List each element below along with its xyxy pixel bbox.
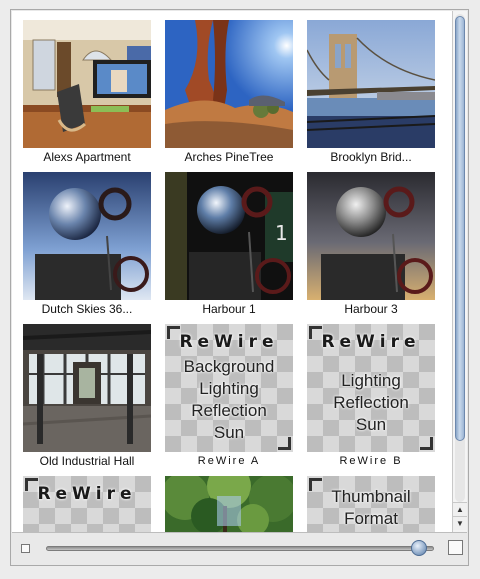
thumbnail-text-line: Lighting — [341, 371, 401, 390]
thumbnail-image-forest-partial — [165, 476, 293, 532]
thumbnail-text-lines: Lighting Reflection Sun — [307, 370, 435, 436]
thumbnail-text-line: Reflection — [191, 401, 267, 420]
rewire-logo: ReWire — [37, 484, 137, 504]
thumbnail-image-harbour-1: 1 — [165, 172, 293, 300]
triangle-up-icon[interactable]: ▲ — [453, 502, 467, 516]
thumbnail-text-line: Lighting — [199, 379, 259, 398]
triangle-down-icon[interactable]: ▼ — [453, 516, 467, 530]
zoom-slider-knob[interactable] — [410, 540, 427, 556]
corner-mark — [25, 478, 38, 491]
thumbnail-caption: Arches PineTree — [184, 150, 274, 164]
thumbnail-text-line: Sun — [355, 415, 387, 434]
rewire-logo: ReWire — [179, 332, 279, 352]
thumbnail-text-lines: Background Lighting Reflection Sun — [165, 356, 293, 444]
thumbnail-caption: Alexs Apartment — [43, 150, 131, 164]
corner-mark — [420, 437, 433, 450]
thumbnail-caption: Harbour 1 — [202, 302, 256, 316]
thumbnail-browser-panel: Alexs Apartment — [10, 9, 469, 566]
zoom-bar — [12, 532, 467, 565]
svg-text:1: 1 — [275, 221, 288, 245]
thumbnail-image-harbour-3 — [307, 172, 435, 300]
thumbnail-caption: Brooklyn Brid... — [330, 150, 412, 164]
thumbnail-image-thumbnail-format: Thumbnail Format — [307, 476, 435, 532]
thumbnail-caption: Old Industrial Hall — [39, 454, 135, 468]
thumbnail-grid: Alexs Apartment — [12, 11, 452, 532]
thumbnail-caption: Harbour 3 — [344, 302, 398, 316]
scrollbar-thumb[interactable] — [455, 16, 465, 441]
thumbnail-text-lines: Thumbnail Format — [307, 486, 435, 530]
thumbnail-image-rewire-partial: ReWire — [23, 476, 151, 532]
small-square-icon[interactable] — [21, 544, 30, 553]
thumbnail-image-old-industrial-hall — [23, 324, 151, 452]
corner-mark — [167, 326, 180, 339]
thumbnail-caption: ReWire B — [339, 455, 403, 467]
vertical-scrollbar[interactable]: ▲ ▼ — [452, 11, 467, 532]
thumbnail-image-rewire-a: ReWire Background Lighting Reflection Su… — [165, 324, 293, 452]
thumbnail-text-line: Background — [183, 357, 275, 376]
large-square-icon[interactable] — [448, 540, 463, 555]
thumbnail-image-arches-pinetree — [165, 20, 293, 148]
thumbnail-text-line: Thumbnail — [331, 487, 411, 506]
thumbnail-image-rewire-b: ReWire Lighting Reflection Sun — [307, 324, 435, 452]
thumbnail-image-alexs-apartment — [23, 20, 151, 148]
thumbnail-text-line: Reflection — [333, 393, 409, 412]
corner-mark — [278, 437, 291, 450]
thumbnail-text-line: Sun — [213, 423, 245, 442]
thumbnail-image-dutch-skies — [23, 172, 151, 300]
thumbnail-text-line: Format — [344, 509, 398, 528]
thumbnail-image-brooklyn-bridge — [307, 20, 435, 148]
zoom-slider-track[interactable] — [46, 546, 434, 551]
thumbnail-caption: ReWire A — [197, 455, 261, 467]
thumbnail-caption: Dutch Skies 36... — [41, 302, 133, 316]
corner-mark — [309, 326, 322, 339]
rewire-logo: ReWire — [321, 332, 421, 352]
corner-mark — [309, 478, 322, 491]
